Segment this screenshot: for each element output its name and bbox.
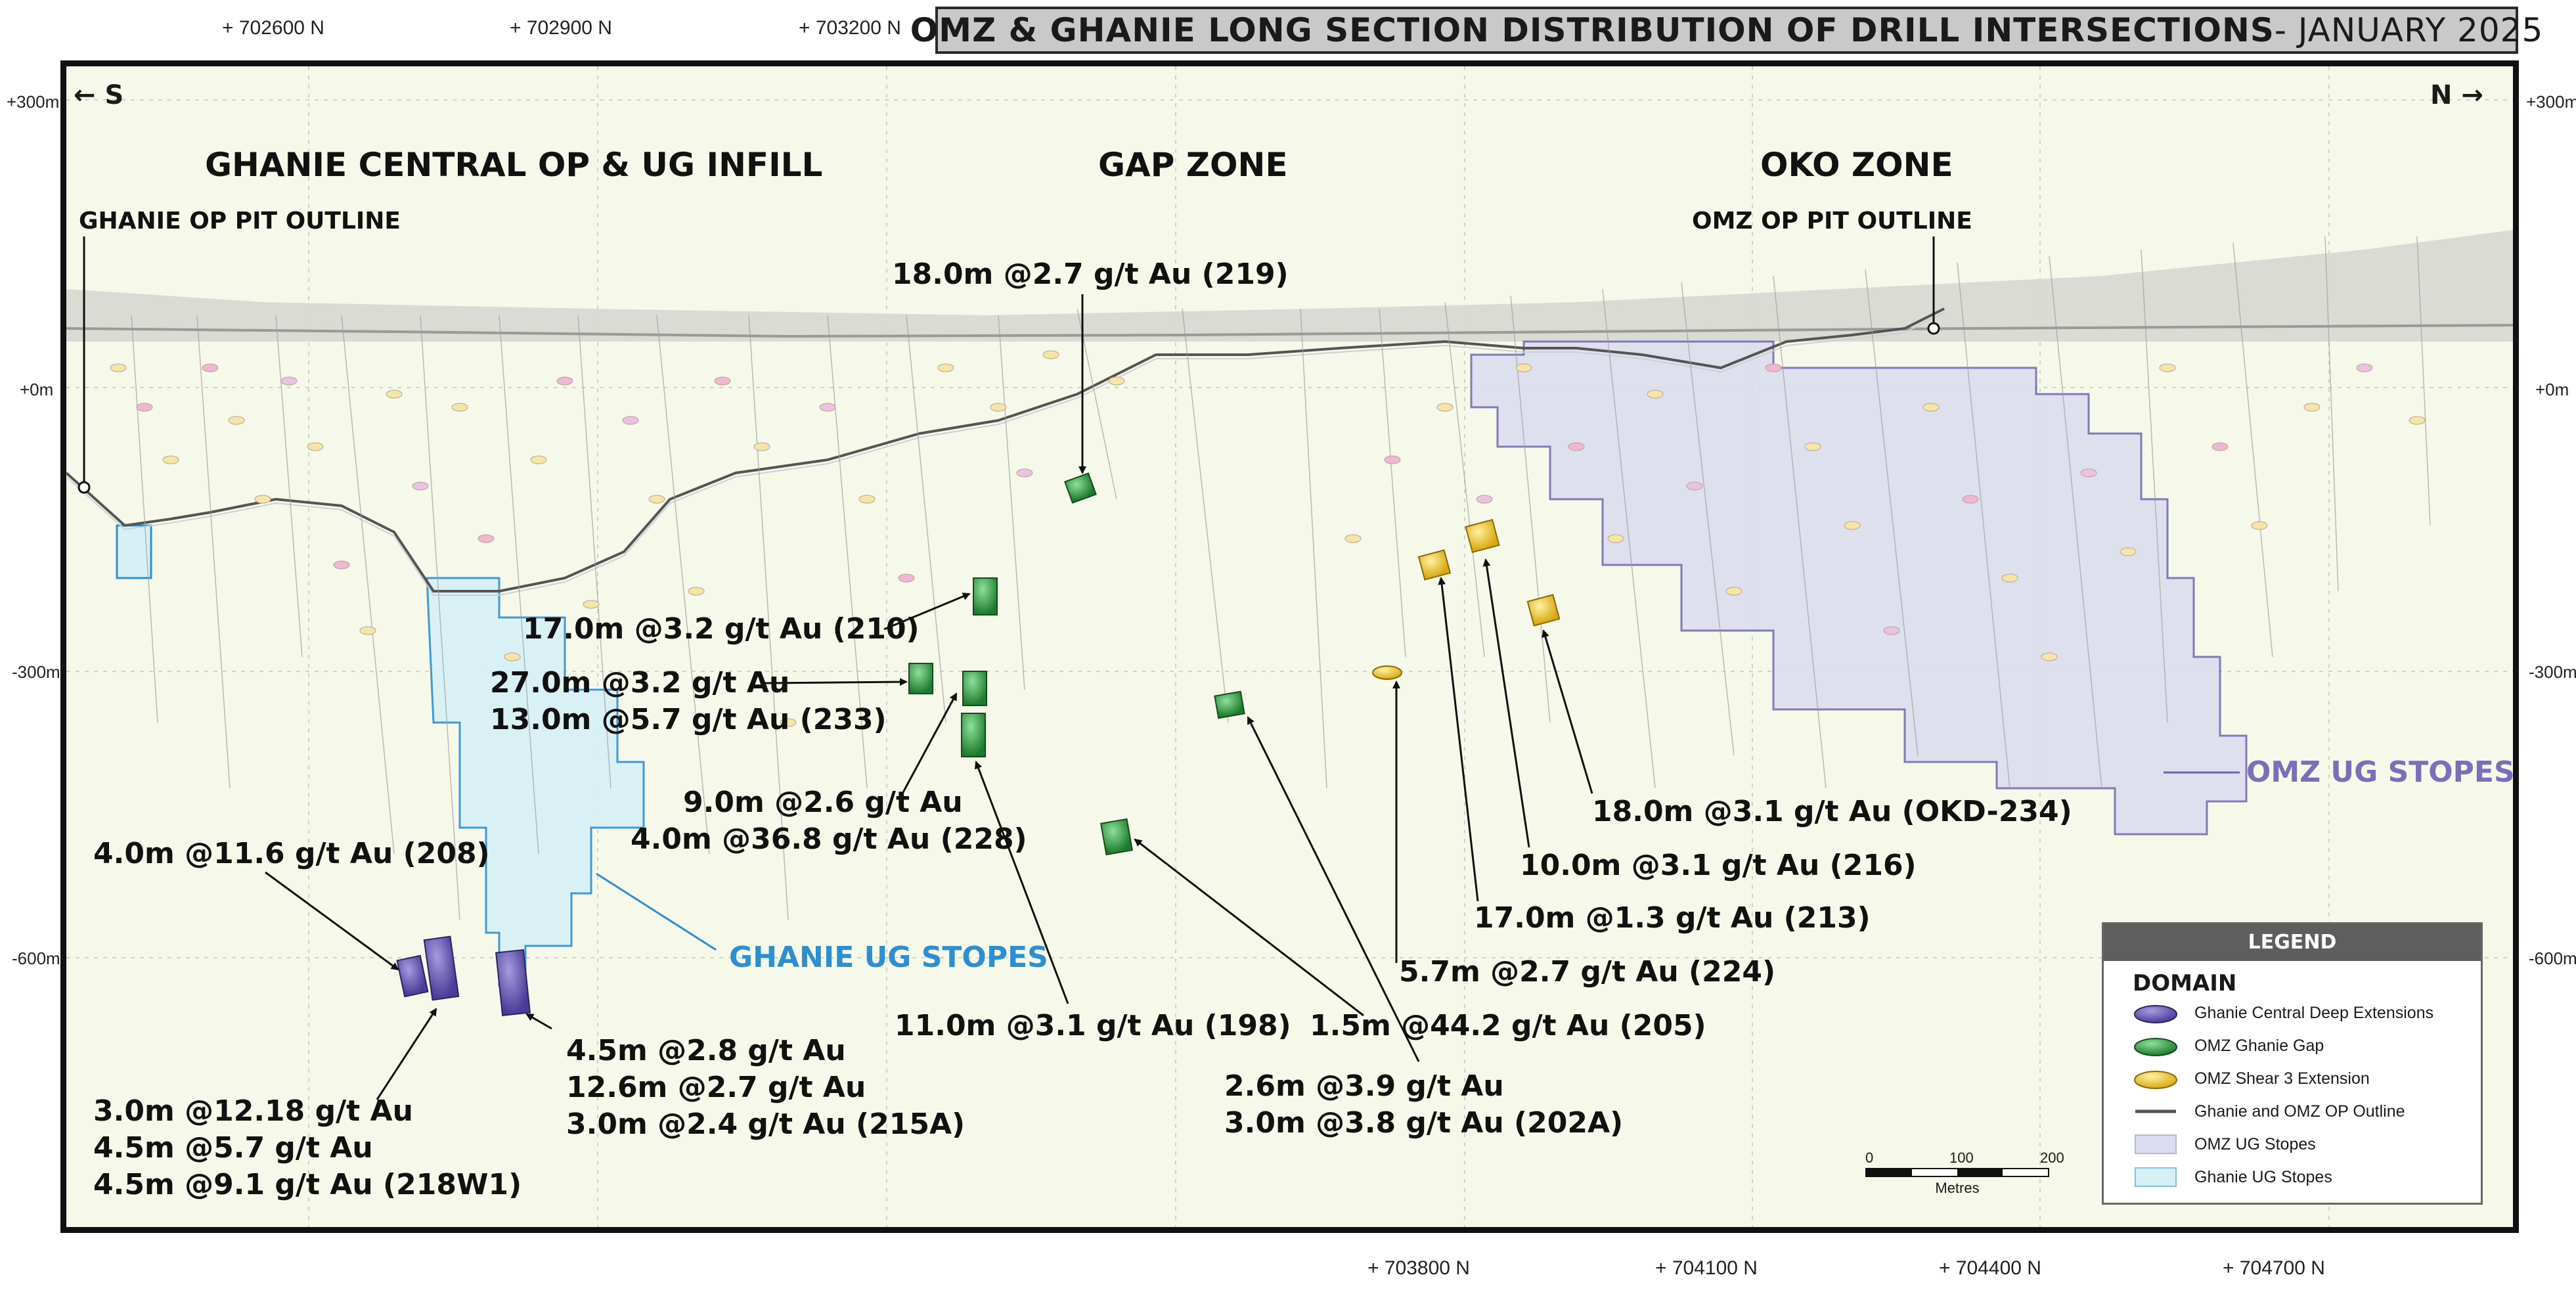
intersection-label: 18.0m @3.1 g/t Au (OKD-234) <box>1592 795 2072 828</box>
northing-label: + 704700 N <box>2223 1257 2325 1279</box>
north-label: N <box>2430 80 2453 110</box>
legend-item-label: Ghanie and OMZ OP Outline <box>2194 1102 2405 1121</box>
title-bar: OMZ & GHANIE LONG SECTION DISTRIBUTION O… <box>910 7 2543 54</box>
legend-header: LEGEND <box>2104 924 2481 961</box>
pit-marker <box>1927 322 1940 335</box>
elevation-label: +0m <box>2535 380 2569 399</box>
intersection-label: 2.6m @3.9 g/t Au 3.0m @3.8 g/t Au (202A) <box>1224 1069 1624 1140</box>
lavender-box-icon <box>2133 1131 2179 1157</box>
intersection-label: 4.5m @2.8 g/t Au 12.6m @2.7 g/t Au 3.0m @2… <box>566 1034 966 1141</box>
legend-item: OMZ UG Stopes <box>2133 1128 2316 1161</box>
elevation-label: -600m <box>12 949 60 968</box>
title-date: - JANUARY 2025 <box>2274 11 2544 49</box>
north-indicator: N → <box>2430 80 2483 110</box>
op-pit-outline <box>65 307 1945 592</box>
intersection-label: 27.0m @3.2 g/t Au 13.0m @5.7 g/t Au (233) <box>490 666 887 736</box>
scale-tick-label: 200 <box>2040 1150 2064 1166</box>
title-main: OMZ & GHANIE LONG SECTION DISTRIBUTION O… <box>910 11 2275 49</box>
drill-intersections <box>110 350 2426 727</box>
legend-item-label: OMZ Ghanie Gap <box>2194 1036 2324 1055</box>
pit-marker <box>78 481 91 494</box>
omz-ug-stopes-label: OMZ UG STOPES <box>2246 755 2515 789</box>
elevation-label: +300m <box>7 92 60 112</box>
leader-arrows <box>265 294 1593 1100</box>
northing-label: + 702900 N <box>510 17 612 39</box>
intersection-label: 9.0m @2.6 g/t Au 4.0m @36.8 g/t Au (228) <box>631 786 1027 856</box>
legend-item-label: OMZ UG Stopes <box>2194 1134 2316 1153</box>
northing-label: + 704400 N <box>1939 1257 2041 1279</box>
elevation-label: -600m <box>2529 949 2576 968</box>
northing-label: + 703800 N <box>1367 1257 1470 1279</box>
zone-title-ghanie: GHANIE CENTRAL OP & UG INFILL <box>205 146 823 184</box>
south-indicator: ← S <box>74 80 123 110</box>
stope-leader-line <box>596 872 717 951</box>
purple-disc-icon <box>2133 1000 2179 1026</box>
intersection-label: 3.0m @12.18 g/t Au 4.5m @5.7 g/t Au 4.5m @… <box>93 1094 522 1201</box>
intersection-label: 4.0m @11.6 g/t Au (208) <box>93 837 490 870</box>
south-label: S <box>104 80 124 110</box>
topography-surface <box>66 324 2514 338</box>
elevation-label: -300m <box>2529 662 2576 682</box>
scale-unit: Metres <box>1935 1180 1980 1196</box>
legend-item-label: Ghanie UG Stopes <box>2194 1167 2332 1186</box>
scale-bar-graphic <box>1865 1168 2049 1177</box>
ghanie-ug-stopes <box>116 524 152 579</box>
yellow-disc-icon <box>1372 519 1561 680</box>
green-disc-icon <box>2133 1033 2179 1059</box>
elevation-label: -300m <box>12 662 60 682</box>
legend-item-label: OMZ Shear 3 Extension <box>2194 1069 2370 1088</box>
ghanie-ug-stopes-label: GHANIE UG STOPES <box>729 941 1048 974</box>
northing-label: + 704100 N <box>1655 1257 1758 1279</box>
zone-title-oko: OKO ZONE <box>1760 146 1953 184</box>
green-disc-icon <box>908 472 1245 856</box>
scale-bar: 0 100 200 Metres <box>1865 1150 2064 1197</box>
legend-item: OMZ Shear 3 Extension <box>2133 1062 2370 1095</box>
omz-ug-stopes <box>1470 340 2248 836</box>
yellow-disc-icon <box>2133 1065 2179 1092</box>
zone-title-gap: GAP ZONE <box>1098 146 1288 184</box>
elevation-label: +300m <box>2526 92 2576 112</box>
ghanie-ug-stopes <box>426 577 645 987</box>
drill-traces <box>131 236 2431 920</box>
elevation-label: +0m <box>20 380 54 399</box>
northing-label: + 703200 N <box>799 17 901 39</box>
intersection-label: 10.0m @3.1 g/t Au (216) <box>1520 849 1917 882</box>
grey-line-icon <box>2133 1098 2179 1125</box>
legend-item: Ghanie and OMZ OP Outline <box>2133 1095 2405 1128</box>
scale-tick-label: 100 <box>1949 1150 1974 1166</box>
northing-label: + 702600 N <box>222 17 324 39</box>
legend-item: Ghanie UG Stopes <box>2133 1161 2332 1194</box>
arrow-left-icon: ← <box>74 80 96 110</box>
scale-tick-label: 0 <box>1865 1150 1874 1166</box>
pit-label-omz: OMZ OP PIT OUTLINE <box>1692 208 1972 235</box>
intersection-label: 17.0m @3.2 g/t Au (210) <box>523 612 920 646</box>
intersection-label: 11.0m @3.1 g/t Au (198) <box>895 1009 1291 1042</box>
legend-item-label: Ghanie Central Deep Extensions <box>2194 1003 2434 1022</box>
arrow-right-icon: → <box>2461 80 2483 110</box>
op-pit-outline <box>66 312 1945 596</box>
legend-item: OMZ Ghanie Gap <box>2133 1029 2324 1062</box>
light-blue-box-icon <box>2133 1164 2179 1190</box>
purple-disc-icon <box>396 935 531 1017</box>
legend-item: Ghanie Central Deep Extensions <box>2133 996 2433 1029</box>
intersection-label: 17.0m @1.3 g/t Au (213) <box>1474 901 1871 935</box>
intersection-label: 18.0m @2.7 g/t Au (219) <box>892 257 1289 291</box>
pit-label-ghanie: GHANIE OP PIT OUTLINE <box>79 208 401 235</box>
legend: LEGEND DOMAIN Ghanie Central Deep Extens… <box>2102 922 2483 1205</box>
legend-domain-heading: DOMAIN <box>2133 970 2237 996</box>
intersection-label: 5.7m @2.7 g/t Au (224) <box>1399 955 1776 989</box>
intersection-label: 1.5m @44.2 g/t Au (205) <box>1310 1009 1706 1042</box>
topography-band <box>66 230 2513 342</box>
